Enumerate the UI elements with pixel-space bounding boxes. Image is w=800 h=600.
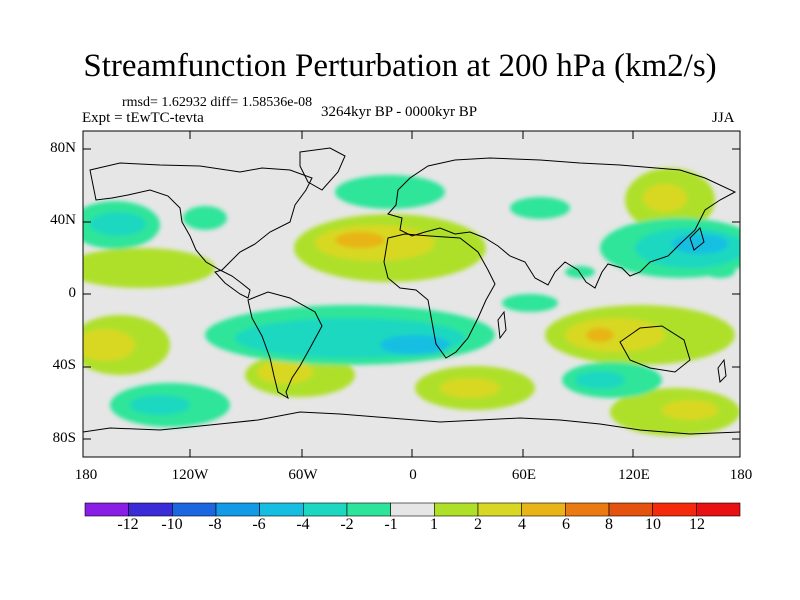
australia-coast: [619, 325, 691, 373]
colorbar-swatch: [390, 502, 435, 517]
colorbar-label: 8: [605, 516, 613, 533]
contour-region: [130, 395, 190, 415]
colorbar-swatch: [128, 502, 173, 517]
contour-region: [502, 294, 558, 312]
colorbar-label: 6: [562, 516, 570, 533]
colorbar-label: -8: [208, 516, 222, 533]
contour-region: [662, 400, 718, 420]
contour-region: [90, 212, 146, 236]
north-america-coast: [89, 162, 313, 299]
contour-region: [183, 206, 227, 230]
contour-region: [335, 232, 385, 248]
y-tick-label: 80S: [52, 430, 76, 446]
colorbar-swatch: [521, 502, 566, 517]
japan-coast: [689, 227, 705, 251]
colorbar-swatch: [434, 502, 479, 517]
stats-label: rmsd= 1.62932 diff= 1.58536e-08: [122, 95, 313, 110]
y-tick-label: 0: [68, 285, 77, 301]
contour-region: [380, 335, 450, 355]
eurasia-coast: [387, 157, 737, 289]
new-zealand-coast: [717, 358, 727, 384]
colorbar-label: 10: [645, 516, 661, 533]
colorbar-swatch: [303, 502, 348, 517]
x-tick-label: 60W: [288, 467, 318, 483]
colorbar-label: -6: [252, 516, 266, 533]
colorbar-label: 1: [430, 516, 438, 533]
colorbar-swatch: [346, 502, 391, 517]
map-frame: [82, 130, 741, 458]
contour-region: [83, 248, 215, 288]
colorbar-swatch: [652, 502, 697, 517]
contour-region: [335, 175, 445, 209]
coastlines: [83, 147, 740, 435]
y-tick-label: 80N: [50, 140, 76, 156]
colorbar-swatch: [608, 502, 653, 517]
x-tick-label: 180: [729, 467, 753, 483]
colorbar-swatch: [565, 502, 610, 517]
antarctica-coast: [83, 411, 740, 435]
x-tick-label: 60E: [511, 467, 537, 483]
colorbar-label: -1: [384, 516, 398, 533]
contour-region: [575, 371, 625, 389]
contour-region: [257, 360, 313, 384]
colorbar-swatch: [172, 502, 217, 517]
contour-region: [440, 378, 500, 398]
contour-region: [643, 184, 687, 212]
chart-title: Streamfunction Perturbation at 200 hPa (…: [83, 48, 717, 84]
greenland-coast: [299, 147, 346, 191]
colorbar-swatch: [477, 502, 522, 517]
madagascar-coast: [497, 310, 507, 340]
contour-region: [83, 329, 135, 361]
y-tick-label: 40N: [50, 212, 76, 228]
x-tick-label: 120W: [171, 467, 209, 483]
colorbar-label: -4: [296, 516, 310, 533]
colorbar: [84, 502, 741, 517]
experiment-label: Expt = tEwTC-tevta: [82, 110, 204, 126]
x-tick-label: 0: [409, 467, 417, 483]
colorbar-label: 2: [474, 516, 482, 533]
contour-region: [705, 266, 735, 278]
contour-region: [565, 266, 595, 278]
colorbar-label: 12: [689, 516, 705, 533]
contour-region: [565, 318, 665, 352]
africa-coast: [383, 233, 496, 359]
colorbar-label: -2: [340, 516, 354, 533]
x-tick-label: 180: [74, 467, 98, 483]
contour-region: [510, 197, 570, 219]
x-tick-label: 120E: [618, 467, 650, 483]
contour-region: [586, 328, 614, 342]
y-tick-label: 40S: [52, 357, 76, 373]
season-label: JJA: [712, 110, 735, 126]
colorbar-label: -12: [117, 516, 139, 533]
south-america-coast: [247, 291, 323, 400]
colorbar-swatch: [215, 502, 260, 517]
colorbar-swatch: [696, 502, 741, 517]
colorbar-label: -10: [161, 516, 183, 533]
colorbar-label: 4: [518, 516, 526, 533]
colorbar-swatch: [84, 502, 129, 517]
period-label: 3264kyr BP - 0000kyr BP: [321, 104, 478, 120]
colorbar-swatch: [259, 502, 304, 517]
